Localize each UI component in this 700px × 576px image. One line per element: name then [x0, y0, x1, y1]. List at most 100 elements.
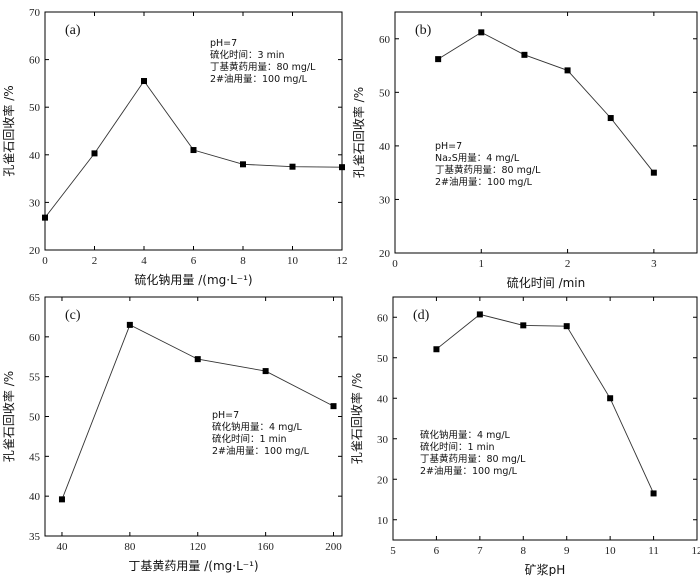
data-point: [650, 490, 657, 497]
y-tick-label: 35: [29, 531, 41, 543]
data-point: [126, 321, 133, 328]
y-tick-label: 20: [377, 474, 389, 486]
y-tick-label: 30: [377, 434, 389, 446]
x-tick-label: 2: [565, 258, 571, 270]
y-axis-label: 孔雀石回收率 /%: [1, 371, 16, 462]
y-tick-label: 50: [379, 87, 391, 99]
x-tick-label: 10: [605, 545, 617, 557]
data-point: [521, 51, 528, 58]
x-axis-label: 硫化时间 /min: [507, 275, 586, 290]
y-tick-label: 10: [377, 515, 389, 527]
data-point: [563, 323, 570, 330]
x-tick-label: 2: [92, 255, 98, 267]
x-tick-label: 8: [521, 545, 527, 557]
y-tick-label: 30: [379, 194, 391, 206]
annotation-text: 硫化时间：1 min: [212, 433, 286, 445]
plot-frame: [44, 296, 343, 537]
x-axis-label: 矿浆pH: [525, 562, 566, 576]
y-tick-label: 45: [29, 451, 41, 463]
x-tick-label: 0: [392, 258, 398, 270]
plot-frame: [394, 11, 698, 254]
data-point: [607, 115, 614, 122]
y-tick-label: 40: [377, 393, 389, 405]
data-point: [289, 163, 296, 170]
x-tick-label: 12: [692, 545, 700, 557]
y-axis-label: 孔雀石回收率 /%: [349, 373, 364, 464]
annotation-text: 硫化钠用量：4 mg/L: [212, 421, 303, 433]
x-tick-label: 80: [124, 541, 136, 553]
data-point: [58, 496, 65, 503]
data-point: [476, 311, 483, 318]
x-tick-label: 1: [479, 258, 485, 270]
annotation-text: 硫化钠用量：4 mg/L: [420, 429, 511, 441]
chart-panel: 5 6 7 8 9 10 11 12 10 20 30 40 50 60 (d) 矿浆pH 孔雀石回收率 /% 硫…: [349, 296, 700, 576]
x-tick-label: 8: [240, 255, 246, 267]
annotation-text: 丁基黄药用量：80 mg/L: [210, 61, 316, 73]
x-tick-label: 160: [257, 541, 274, 553]
data-point: [240, 161, 246, 168]
y-tick-label: 60: [377, 312, 389, 324]
panel-label: (c): [65, 308, 81, 323]
chart-panel: 40 80 120 160 200 35 40 45 50 55 60 65 (c) 丁基黄药用量 /(m…: [1, 292, 343, 573]
panel-label: (a): [65, 23, 81, 38]
chart-panel: 0 1 2 3 20 30 40 50 60 (b) 硫化时间 /min 孔雀石回收率 /% pH=7N…: [351, 11, 698, 290]
x-tick-label: 7: [477, 545, 483, 557]
x-tick-label: 6: [191, 255, 197, 267]
panel-label: (b): [415, 23, 432, 38]
y-tick-label: 30: [29, 197, 41, 209]
y-tick-label: 40: [379, 141, 391, 153]
annotation-text: pH=7: [435, 141, 462, 152]
x-tick-label: 0: [42, 255, 48, 267]
x-tick-label: 40: [56, 541, 68, 553]
x-tick-label: 10: [287, 255, 299, 267]
annotation-text: 丁基黄药用量：80 mg/L: [420, 453, 526, 465]
data-point: [478, 29, 485, 36]
annotation-text: Na₂S用量：4 mg/L: [435, 153, 520, 164]
series-line: [61, 324, 334, 500]
data-point: [339, 164, 345, 171]
x-tick-label: 6: [434, 545, 440, 557]
x-tick-label: 200: [325, 541, 342, 553]
data-point: [564, 67, 571, 74]
data-point: [262, 368, 269, 375]
x-tick-label: 12: [337, 255, 348, 267]
annotation-text: 2#油用量：100 mg/L: [210, 73, 308, 85]
y-tick-label: 50: [29, 102, 41, 114]
y-tick-label: 20: [379, 248, 391, 260]
series-line: [437, 31, 655, 173]
data-point: [607, 395, 614, 402]
data-point: [330, 403, 337, 410]
y-axis-label: 孔雀石回收率 /%: [1, 85, 16, 176]
data-point: [141, 78, 147, 85]
chart-panel: 0 2 4 6 8 10 12 20 30 40 50 60 70 (a) 硫化钠用量 /(mg·L⁻¹) 孔…: [1, 7, 348, 287]
y-tick-label: 50: [377, 353, 389, 365]
x-axis-label: 丁基黄药用量 /(mg·L⁻¹): [128, 559, 258, 573]
data-point: [194, 356, 201, 363]
annotation-text: 2#油用量：100 mg/L: [212, 445, 310, 457]
x-axis-label: 硫化钠用量 /(mg·L⁻¹): [134, 272, 252, 287]
annotation-text: 2#油用量：100 mg/L: [435, 176, 533, 188]
annotation-text: 硫化时间：1 min: [420, 441, 494, 453]
x-tick-label: 9: [564, 545, 570, 557]
annotation-text: pH=7: [210, 38, 237, 49]
y-axis-label: 孔雀石回收率 /%: [351, 87, 366, 178]
y-tick-label: 65: [29, 292, 41, 304]
annotation-text: 2#油用量：100 mg/L: [420, 465, 518, 477]
annotation-text: 硫化时间：3 min: [210, 49, 284, 61]
data-point: [91, 150, 98, 157]
y-tick-label: 40: [29, 491, 41, 503]
data-point: [650, 169, 657, 176]
plot-frame: [44, 11, 343, 251]
data-point: [42, 214, 48, 221]
y-tick-label: 55: [29, 372, 41, 384]
x-tick-label: 11: [648, 545, 659, 557]
data-point: [433, 346, 440, 353]
data-point: [520, 322, 527, 329]
y-tick-label: 20: [29, 245, 41, 257]
y-tick-label: 40: [29, 150, 41, 162]
data-point: [435, 56, 442, 63]
x-tick-label: 4: [141, 255, 147, 267]
y-tick-label: 60: [29, 332, 41, 344]
annotation-text: 丁基黄药用量：80 mg/L: [435, 164, 541, 176]
